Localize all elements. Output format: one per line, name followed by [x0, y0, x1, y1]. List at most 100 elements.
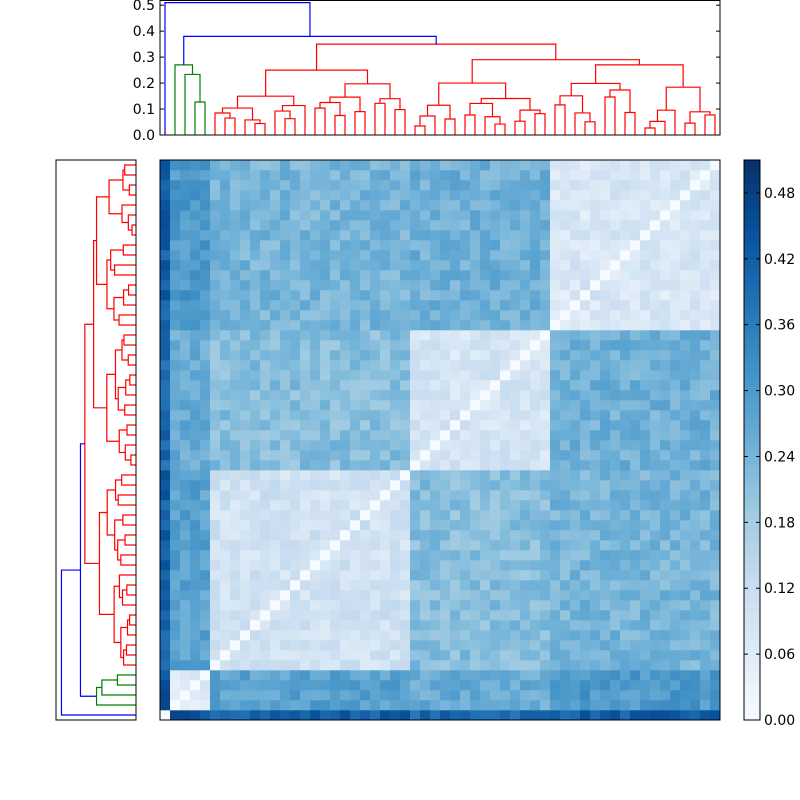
heatmap-cell: [380, 340, 391, 351]
heatmap-cell: [590, 560, 601, 571]
heatmap-cell: [360, 460, 371, 471]
heatmap-cell: [550, 310, 561, 321]
heatmap-cell: [600, 570, 611, 581]
heatmap-cell: [260, 690, 271, 701]
heatmap-cell: [290, 300, 301, 311]
heatmap-cell: [270, 320, 281, 331]
colorbar-frame: [743, 159, 761, 721]
heatmap-cell: [390, 650, 401, 661]
heatmap-cell: [490, 430, 501, 441]
colorbar-segment: [744, 388, 760, 394]
heatmap-cell: [250, 380, 261, 391]
heatmap-cell: [680, 560, 691, 571]
heatmap-cell: [550, 390, 561, 401]
heatmap-cell: [490, 160, 501, 171]
heatmap-cell: [200, 690, 211, 701]
colorbar-segment: [744, 622, 760, 628]
top-dendrogram-link: [665, 86, 701, 112]
heatmap-cell: [460, 250, 471, 261]
heatmap-cell: [690, 280, 701, 291]
heatmap-cell: [270, 370, 281, 381]
heatmap-cell: [180, 360, 191, 371]
heatmap-cell: [700, 510, 711, 521]
heatmap-cell: [380, 500, 391, 511]
colorbar-segment: [744, 491, 760, 497]
heatmap-cell: [210, 360, 221, 371]
heatmap-cell: [680, 570, 691, 581]
heatmap-cell: [520, 500, 531, 511]
heatmap-cell: [340, 350, 351, 361]
heatmap-cell: [220, 640, 231, 651]
heatmap-cell: [560, 530, 571, 541]
heatmap-cell: [700, 340, 711, 351]
y-tick-label: 0.3: [133, 50, 155, 66]
heatmap-cell: [540, 510, 551, 521]
heatmap-cell: [680, 240, 691, 251]
heatmap-cell: [240, 600, 251, 611]
heatmap-cell: [200, 220, 211, 231]
heatmap-cell: [640, 480, 651, 491]
heatmap-cell: [370, 510, 381, 521]
heatmap-cell: [230, 430, 241, 441]
heatmap-cell: [630, 390, 641, 401]
heatmap-cell: [190, 170, 201, 181]
heatmap-cell: [250, 210, 261, 221]
heatmap-cell: [700, 670, 711, 681]
heatmap-cell: [210, 240, 221, 251]
heatmap-cell: [470, 460, 481, 471]
heatmap-cell: [670, 670, 681, 681]
heatmap-cell: [270, 500, 281, 511]
heatmap-cell: [300, 480, 311, 491]
top-dendrogram-link: [379, 98, 401, 110]
heatmap-cell: [330, 250, 341, 261]
heatmap-cell: [520, 280, 531, 291]
heatmap-cell: [380, 700, 391, 711]
heatmap-cell: [530, 180, 541, 191]
heatmap-cell: [540, 540, 551, 551]
heatmap-cell: [190, 360, 201, 371]
heatmap-cell: [460, 320, 471, 331]
colorbar-segment: [744, 290, 760, 296]
heatmap-cell: [440, 610, 451, 621]
heatmap-cell: [690, 300, 701, 311]
heatmap-cell: [430, 690, 441, 701]
heatmap-cell: [160, 340, 171, 351]
top-dendrogram-link: [704, 114, 716, 135]
heatmap-cell: [390, 300, 401, 311]
heatmap-cell: [260, 610, 271, 621]
heatmap-cell: [620, 310, 631, 321]
heatmap-cell: [660, 650, 671, 661]
heatmap-cell: [290, 610, 301, 621]
heatmap-cell: [600, 300, 611, 311]
heatmap-cell: [580, 640, 591, 651]
heatmap-cell: [460, 280, 471, 291]
heatmap-cell: [410, 270, 421, 281]
heatmap-cell: [540, 570, 551, 581]
heatmap-cell: [320, 680, 331, 691]
heatmap-cell: [660, 580, 671, 591]
heatmap-cell: [670, 580, 681, 591]
heatmap-cell: [670, 180, 681, 191]
heatmap-cell: [510, 170, 521, 181]
heatmap-cell: [370, 430, 381, 441]
heatmap-cell: [330, 410, 341, 421]
heatmap-cell: [630, 540, 641, 551]
heatmap-cell: [230, 710, 241, 721]
heatmap-cell: [280, 650, 291, 661]
heatmap-cell: [260, 500, 271, 511]
heatmap-cell: [180, 340, 191, 351]
heatmap-cell: [400, 620, 411, 631]
heatmap-cell: [470, 520, 481, 531]
heatmap-cell: [240, 390, 251, 401]
heatmap-cell: [470, 570, 481, 581]
heatmap-cell: [480, 160, 491, 171]
heatmap-cell: [160, 500, 171, 511]
heatmap-cell: [350, 650, 361, 661]
heatmap-cell: [530, 240, 541, 251]
top-dendrogram-link: [315, 43, 557, 71]
heatmap-cell: [260, 650, 271, 661]
heatmap-cell: [310, 320, 321, 331]
heatmap-cell: [590, 610, 601, 621]
heatmap-cell: [610, 700, 621, 711]
heatmap-cell: [700, 570, 711, 581]
